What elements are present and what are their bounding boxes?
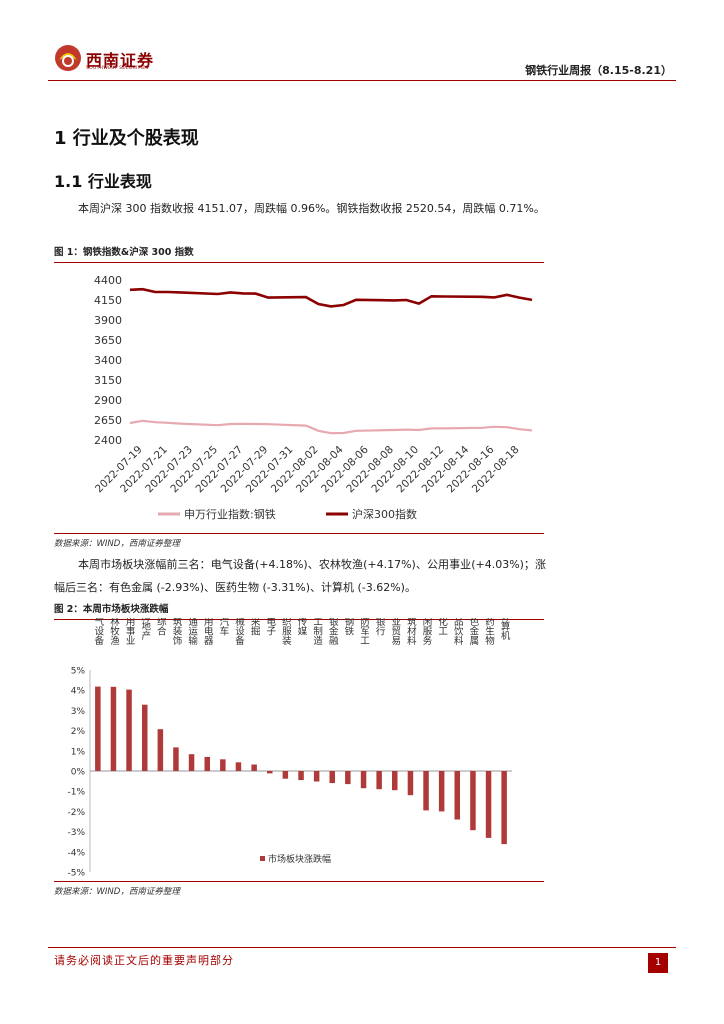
bar <box>298 771 304 781</box>
category-label: 休闲服务 <box>421 618 433 646</box>
bar <box>454 771 460 820</box>
footer-divider <box>48 947 676 948</box>
bar <box>204 756 210 771</box>
bar <box>173 747 179 771</box>
y-tick-label: 3150 <box>94 374 122 387</box>
figure2-title: 图 2：本周市场板块涨跌幅 <box>54 601 544 620</box>
y-tick-label: 2400 <box>94 434 122 447</box>
y-tick-label: 3% <box>71 707 86 717</box>
bar <box>485 771 492 838</box>
y-tick-label: 4150 <box>94 294 122 307</box>
bar <box>267 771 273 774</box>
category-label: 建筑装饰 <box>170 618 182 646</box>
category-label: 电子 <box>264 618 276 636</box>
y-tick-label: 3650 <box>94 334 122 347</box>
category-label: 国防军工 <box>358 618 370 645</box>
bar <box>142 704 148 771</box>
bar <box>313 771 320 782</box>
bar <box>329 771 335 784</box>
company-name: 西南证券 <box>86 51 155 70</box>
bar <box>360 771 367 789</box>
category-label: 传媒 <box>296 618 308 636</box>
category-label: 有色金属 <box>467 618 479 646</box>
y-tick-label: 2650 <box>94 414 122 427</box>
bar <box>235 762 242 771</box>
legend-label: 沪深300指数 <box>352 507 417 521</box>
y-tick-label: -1% <box>67 788 85 798</box>
figure2-source: 数据来源：WIND，西南证券整理 <box>54 881 544 897</box>
bar <box>157 729 164 771</box>
company-name-en: SOUTHWEST SECURITIES <box>86 66 149 71</box>
legend-label: 市场板块涨跌幅 <box>268 853 331 865</box>
bar <box>392 771 398 791</box>
category-label: 综合 <box>155 618 167 636</box>
y-tick-label: 2900 <box>94 394 122 407</box>
figure1-source: 数据来源：WIND，西南证券整理 <box>54 533 544 549</box>
y-tick-label: 4400 <box>94 274 122 287</box>
y-tick-label: -5% <box>67 869 85 879</box>
paragraph-sector-summary: 本周市场板块涨幅前三名：电气设备(+4.18%)、农林牧渔(+4.17%)、公用… <box>54 558 546 594</box>
y-tick-label: 3900 <box>94 314 122 327</box>
category-label: 医药生物 <box>483 618 495 646</box>
y-tick-label: 1% <box>71 747 86 757</box>
bar <box>188 754 195 771</box>
category-label: 农林牧渔 <box>108 618 120 645</box>
y-tick-label: -2% <box>67 808 85 818</box>
series-line-1 <box>129 287 533 308</box>
category-label: 采掘 <box>249 618 261 636</box>
category-label: 房地产 <box>139 618 151 641</box>
legend-swatch <box>260 856 265 861</box>
category-label: 化工 <box>436 618 448 636</box>
category-label: 计算机 <box>499 618 511 641</box>
series-line-0 <box>129 419 533 435</box>
category-label: 机械设备 <box>233 618 245 646</box>
category-label: 银行 <box>374 618 386 636</box>
category-label: 纺织服装 <box>280 618 292 646</box>
category-label: 家用电器 <box>202 618 214 645</box>
page-number: 1 <box>648 953 668 973</box>
y-tick-label: -3% <box>67 828 85 838</box>
bar <box>220 759 226 771</box>
category-label: 电气设备 <box>92 618 104 646</box>
bar <box>126 689 132 771</box>
category-label: 钢铁 <box>342 618 354 636</box>
company-logo-icon <box>55 45 81 71</box>
bar <box>282 771 289 779</box>
report-title: 钢铁行业周报（8.15-8.21） <box>525 64 672 77</box>
y-tick-label: 5% <box>71 667 86 677</box>
section-heading: 1 行业及个股表现 <box>54 128 199 149</box>
y-tick-label: -4% <box>67 848 85 858</box>
category-label: 商业贸易 <box>389 618 401 646</box>
bar <box>438 771 445 812</box>
category-label: 建筑材料 <box>405 618 417 646</box>
bar <box>470 771 476 831</box>
category-label: 汽车 <box>217 618 229 636</box>
category-label: 非银金融 <box>327 618 339 646</box>
bar <box>376 771 382 790</box>
y-tick-label: 2% <box>71 727 86 737</box>
bar <box>501 771 507 845</box>
y-tick-label: 4% <box>71 687 86 697</box>
figure1-title: 图 1：钢铁指数&沪深 300 指数 <box>54 244 544 263</box>
category-label: 轻工制造 <box>311 618 323 646</box>
header-divider <box>48 80 676 81</box>
footer-disclaimer: 请务必阅读正文后的重要声明部分 <box>54 954 234 967</box>
sector-bar-chart: 电气设备 农林牧渔 公用事业 房地产 综合 建筑装饰 交通运输 家用电器 汽车 机械设备 采掘 电子纺… <box>67 618 512 879</box>
bar <box>423 771 429 811</box>
bar <box>110 686 117 771</box>
legend-label: 申万行业指数:钢铁 <box>184 507 276 521</box>
bar <box>407 771 414 796</box>
bar <box>345 771 351 785</box>
category-label: 公用事业 <box>124 618 136 645</box>
subsection-heading: 1.1 行业表现 <box>54 172 152 191</box>
paragraph-index-summary: 本周沪深 300 指数收报 4151.07，周跌幅 0.96%。钢铁指数收报 2… <box>78 202 545 215</box>
category-label: 食品饮料 <box>452 618 464 646</box>
bar <box>251 764 257 771</box>
y-tick-label: 0% <box>71 768 86 778</box>
bar <box>95 686 101 771</box>
category-label: 交通运输 <box>186 618 198 646</box>
y-tick-label: 3400 <box>94 354 122 367</box>
